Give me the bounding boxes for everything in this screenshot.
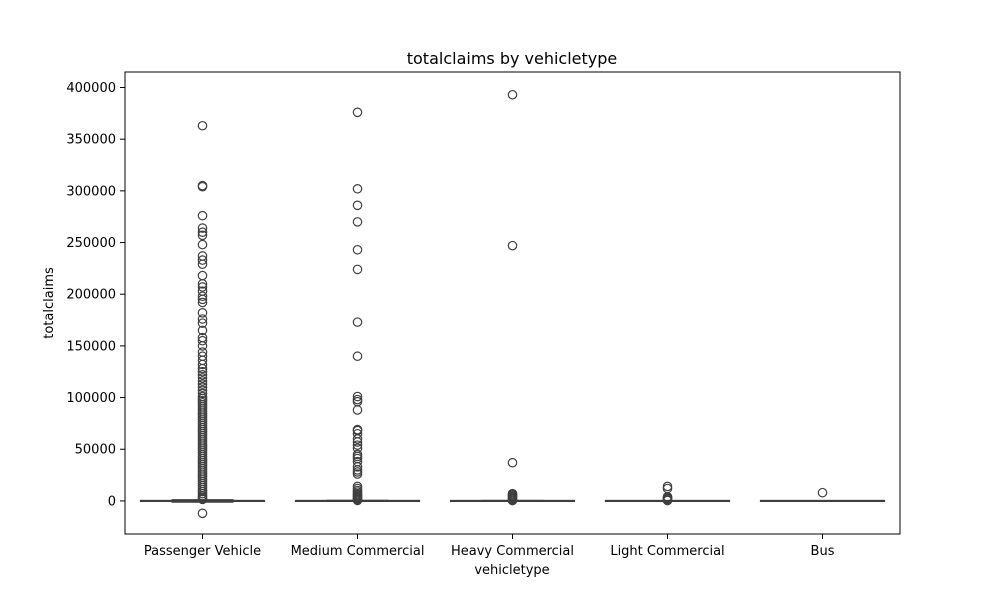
chart-title: totalclaims by vehicletype: [407, 49, 618, 68]
outlier-point: [197, 120, 208, 131]
outlier-point: [197, 379, 208, 389]
outlier-point: [507, 457, 518, 468]
outlier-point: [197, 291, 208, 302]
outlier-point: [507, 89, 518, 100]
outlier-point: [507, 240, 518, 251]
outlier-point: [352, 424, 363, 435]
x-axis-label: vehicletype: [474, 563, 549, 578]
outlier-point: [197, 373, 208, 383]
outlier-point: [352, 200, 363, 211]
outlier-point: [352, 428, 363, 439]
outlier-point: [197, 370, 208, 380]
outlier-point: [197, 223, 208, 233]
outlier-point: [352, 351, 363, 362]
outlier-point: [352, 440, 363, 450]
x-tick-label: Light Commercial: [610, 544, 724, 559]
outlier-point: [197, 230, 208, 241]
outlier-point: [197, 325, 208, 336]
y-axis: 0 50000 100000 150000 200000 250000 300000 3500…: [66, 81, 125, 509]
y-tick-label: 200000: [66, 288, 116, 303]
outlier-point: [197, 351, 208, 362]
outlier-point: [352, 264, 363, 275]
outlier-point: [197, 366, 208, 377]
outlier-point: [197, 308, 208, 318]
outlier-point: [197, 297, 208, 308]
plot-frame: [124, 71, 901, 535]
outlier-point: [197, 251, 208, 261]
outlier-point: [197, 391, 208, 402]
outlier-point: [507, 488, 518, 499]
y-axis-label: totalclaims: [42, 267, 57, 339]
outlier-point: [197, 270, 208, 281]
x-tick-label: Medium Commercial: [291, 544, 425, 559]
outlier-point: [817, 487, 828, 498]
outlier-point: [352, 451, 363, 462]
x-tick-label: Passenger Vehicle: [144, 544, 261, 559]
outlier-point: [197, 385, 208, 396]
box-group: [759, 487, 886, 503]
outlier-point: [197, 180, 208, 191]
outlier-point: [197, 335, 208, 346]
y-tick-label: 250000: [66, 236, 116, 251]
outlier-point: [352, 394, 363, 405]
outlier-point: [197, 388, 208, 399]
outlier-point: [352, 456, 363, 467]
outlier-point: [197, 210, 208, 221]
outlier-point: [197, 347, 208, 357]
outlier-point: [352, 244, 363, 255]
y-tick-label: 50000: [75, 443, 116, 458]
outlier-point: [352, 217, 363, 227]
outlier-point: [352, 391, 363, 402]
outlier-point: [662, 481, 673, 492]
y-tick-label: 350000: [66, 133, 116, 148]
outlier-point: [352, 449, 363, 460]
outlier-point: [197, 376, 208, 386]
outlier-point: [352, 317, 363, 327]
y-tick-label: 150000: [66, 339, 116, 354]
outlier-point: [197, 227, 208, 238]
outlier-point: [197, 255, 208, 265]
box-group: [294, 107, 421, 506]
x-tick-label: Heavy Commercial: [451, 544, 574, 559]
y-tick-label: 300000: [66, 184, 116, 199]
x-axis: Passenger Vehicle Medium Commercial Heavy …: [144, 534, 835, 559]
outlier-point: [352, 107, 363, 118]
outlier-point: [662, 483, 673, 494]
outlier-point: [197, 282, 208, 292]
outlier-point: [197, 239, 208, 250]
outlier-point: [352, 481, 363, 492]
outlier-point: [197, 332, 208, 343]
outlier-point: [352, 183, 363, 194]
box-group: [604, 481, 731, 506]
box-group: [139, 120, 266, 519]
y-tick-label: 100000: [66, 391, 116, 406]
y-tick-label: 400000: [66, 81, 116, 96]
box-group: [449, 89, 576, 506]
outlier-point: [197, 314, 208, 324]
outlier-point: [197, 382, 208, 393]
outlier-point: [197, 286, 208, 296]
x-tick-label: Bus: [811, 544, 835, 559]
outlier-point: [352, 443, 363, 454]
y-tick-label: 0: [108, 494, 116, 509]
plot-area: [139, 89, 886, 519]
outlier-point: [352, 405, 363, 415]
outlier-point: [197, 318, 208, 328]
outlier-point: [197, 508, 208, 519]
